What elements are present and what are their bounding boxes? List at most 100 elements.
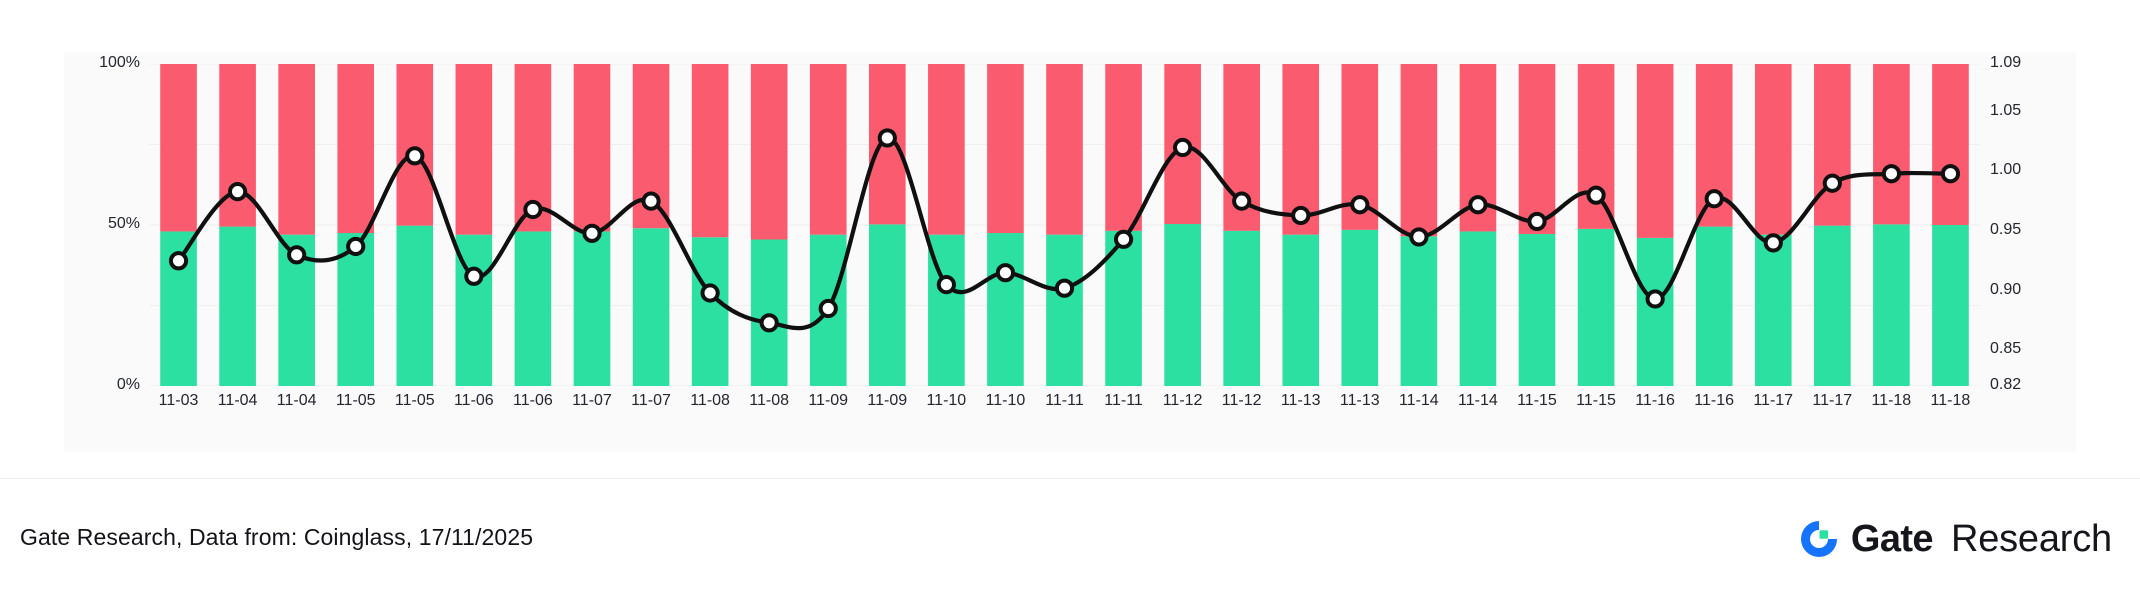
- data-point-marker: [877, 128, 897, 148]
- bar-long: [219, 226, 256, 386]
- y-axis-left-tick: 50%: [107, 215, 140, 232]
- data-point-marker: [936, 275, 956, 295]
- x-axis-tick: 11-03: [158, 392, 199, 409]
- bar-long: [1814, 225, 1851, 386]
- source-note: Gate Research, Data from: Coinglass, 17/…: [20, 524, 534, 550]
- bar-long: [1164, 224, 1201, 386]
- bar-short: [1105, 64, 1142, 231]
- data-point-marker: [818, 298, 838, 319]
- footer-divider: [0, 478, 2140, 479]
- brand-gate-text: Gate: [1850, 518, 1934, 560]
- bar-short: [987, 64, 1024, 234]
- bar-long: [396, 225, 434, 386]
- data-point-marker: [464, 266, 484, 286]
- bar-short: [1814, 64, 1851, 226]
- bar-long: [987, 233, 1024, 386]
- y-axis-right-tick: 1.05: [1990, 101, 2022, 119]
- bar-long: [1754, 234, 1792, 386]
- brand-lockup: Gate Research: [1797, 516, 2112, 562]
- bar-long: [1695, 226, 1733, 386]
- data-point-marker: [759, 313, 779, 333]
- bar-long: [573, 231, 611, 386]
- data-point-marker: [1586, 185, 1606, 205]
- data-point-marker: [582, 223, 602, 243]
- data-point-marker: [1527, 211, 1547, 232]
- data-point-marker: [1940, 164, 1961, 184]
- data-point-marker: [1113, 229, 1134, 249]
- y-axis-right-tick: 0.90: [1990, 280, 2022, 298]
- bar-short: [1400, 64, 1438, 237]
- bar-long: [868, 224, 906, 386]
- bar-short: [809, 64, 847, 235]
- x-axis-tick: 11-16: [1635, 392, 1675, 409]
- x-axis: 11-03 11-04 11-04 11-05 11-05 11-06 11-06 11-07…: [149, 392, 1980, 418]
- x-axis-tick: 11-08: [749, 392, 790, 409]
- data-point-marker: [995, 263, 1016, 283]
- bar-long: [1223, 230, 1261, 386]
- x-axis-tick: 11-18: [1871, 392, 1912, 409]
- x-axis-tick: 11-10: [985, 392, 1026, 409]
- data-point-marker: [523, 199, 543, 220]
- chart-card: 0% 50% 100% 0.82 0.85 0.90 0.95 1.00 1.05 1.09 1…: [64, 52, 2076, 452]
- bar-long: [1046, 234, 1083, 386]
- x-axis-tick: 11-04: [276, 392, 317, 409]
- bar-long: [1400, 236, 1438, 386]
- x-axis-tick: 11-17: [1812, 392, 1853, 409]
- bar-long: [337, 233, 375, 386]
- bar-long: [1636, 237, 1674, 386]
- data-point-marker: [700, 283, 720, 303]
- bar-long: [1932, 225, 1969, 386]
- bar-short: [1518, 64, 1556, 235]
- bar-long: [1105, 230, 1142, 386]
- x-axis-tick: 11-11: [1104, 392, 1143, 409]
- bar-short: [278, 64, 315, 235]
- y-axis-left-tick: 100%: [99, 54, 140, 71]
- data-point-marker: [1054, 278, 1075, 298]
- bar-short: [1636, 64, 1674, 238]
- bar-short: [1932, 64, 1969, 225]
- bar-short: [928, 64, 965, 235]
- data-point-marker: [1822, 173, 1842, 193]
- bar-long: [632, 228, 670, 386]
- data-point-marker: [346, 236, 366, 257]
- data-point-marker: [227, 182, 248, 202]
- data-point-marker: [1763, 233, 1783, 253]
- x-axis-tick: 11-09: [867, 392, 908, 409]
- y-axis-right-tick: 0.95: [1990, 220, 2022, 238]
- data-point-marker: [405, 146, 425, 166]
- bar-long: [1341, 229, 1379, 386]
- data-point-marker: [1704, 189, 1724, 209]
- x-axis-tick: 11-07: [572, 392, 612, 409]
- x-axis-tick: 11-07: [631, 392, 671, 409]
- x-axis-tick: 11-16: [1694, 392, 1735, 409]
- bar-short: [1754, 64, 1792, 235]
- bar-long: [1577, 228, 1615, 386]
- x-axis-tick: 11-15: [1517, 392, 1557, 409]
- bar-short: [396, 64, 434, 226]
- bar-short: [1046, 64, 1083, 235]
- x-axis-tick: 11-08: [690, 392, 730, 409]
- y-axis-right-tick: 0.82: [1990, 376, 2022, 393]
- bar-long: [691, 237, 729, 386]
- bar-short: [160, 64, 197, 232]
- bar-short: [1873, 64, 1910, 225]
- x-axis-tick: 11-15: [1576, 392, 1616, 409]
- data-point-marker: [1291, 205, 1311, 226]
- bar-long: [1282, 234, 1320, 386]
- x-axis-tick: 11-14: [1398, 392, 1439, 409]
- x-axis-tick: 11-12: [1221, 392, 1262, 409]
- x-axis-tick: 11-12: [1162, 392, 1203, 409]
- x-axis-tick: 11-13: [1280, 392, 1321, 409]
- data-point-marker: [168, 251, 189, 271]
- data-point-marker: [1232, 191, 1252, 211]
- x-axis-tick: 11-05: [394, 392, 435, 409]
- brand-research-text: Research: [1950, 518, 2112, 560]
- bar-short: [219, 64, 256, 227]
- bar-short: [750, 64, 788, 240]
- data-point-marker: [287, 245, 307, 265]
- y-axis-left-tick: 0%: [116, 376, 140, 393]
- bar-short: [337, 64, 375, 234]
- x-axis-tick: 11-06: [453, 392, 494, 409]
- y-axis-right-tick: 0.85: [1990, 340, 2022, 358]
- plot-area: [149, 64, 1980, 386]
